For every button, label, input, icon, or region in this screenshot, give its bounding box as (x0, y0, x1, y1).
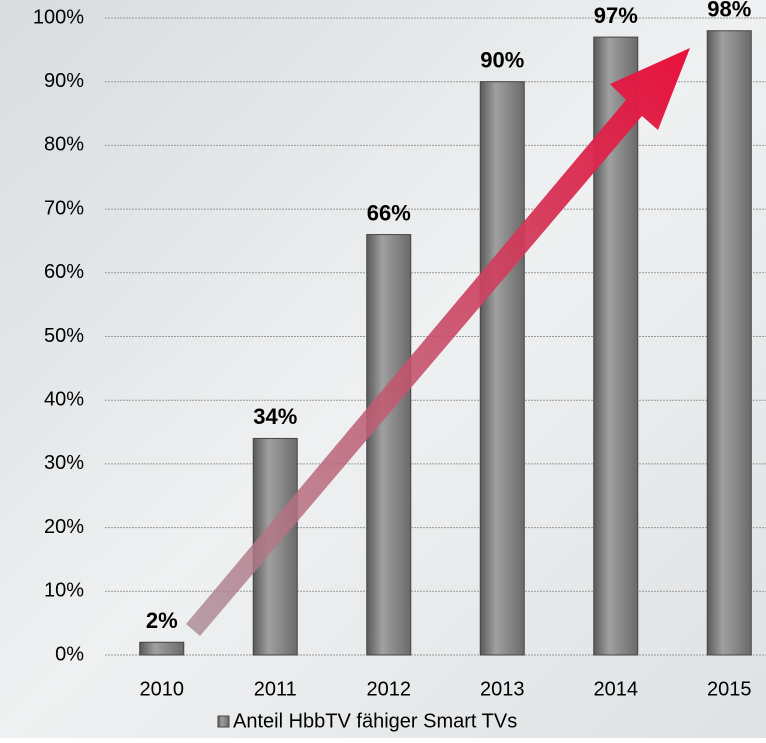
value-label: 2% (146, 608, 178, 633)
x-tick-label: 2015 (707, 678, 752, 700)
y-tick-label: 20% (44, 516, 84, 538)
chart: 0% 10% 20% 30% 40% 50% 60% 70% 80% 90% 100% 2010 201… (0, 0, 766, 738)
legend-swatch (218, 716, 229, 727)
y-tick-label: 80% (44, 134, 84, 156)
y-tick-label: 0% (55, 643, 84, 665)
bar (707, 31, 751, 655)
y-tick-label: 30% (44, 452, 84, 474)
value-label: 66% (367, 200, 411, 225)
x-tick-label: 2011 (254, 678, 297, 700)
x-tick-label: 2013 (480, 678, 525, 700)
x-tick-label: 2012 (367, 678, 412, 700)
y-tick-label: 50% (44, 325, 84, 347)
value-label: 34% (253, 404, 297, 429)
bar (367, 235, 411, 655)
value-label: 98% (707, 0, 751, 22)
y-tick-label: 10% (44, 580, 84, 602)
y-tick-label: 70% (44, 197, 84, 219)
x-tick-label: 2014 (594, 678, 639, 700)
y-tick-label: 100% (33, 6, 84, 28)
bar (140, 642, 184, 655)
value-label: 97% (594, 3, 638, 28)
legend-label: Anteil HbbTV fähiger Smart TVs (233, 710, 517, 732)
bar (480, 82, 524, 655)
y-tick-label: 60% (44, 261, 84, 283)
y-tick-label: 90% (44, 70, 84, 92)
x-tick-label: 2010 (140, 678, 185, 700)
value-label: 90% (480, 48, 524, 73)
y-tick-label: 40% (44, 388, 84, 410)
